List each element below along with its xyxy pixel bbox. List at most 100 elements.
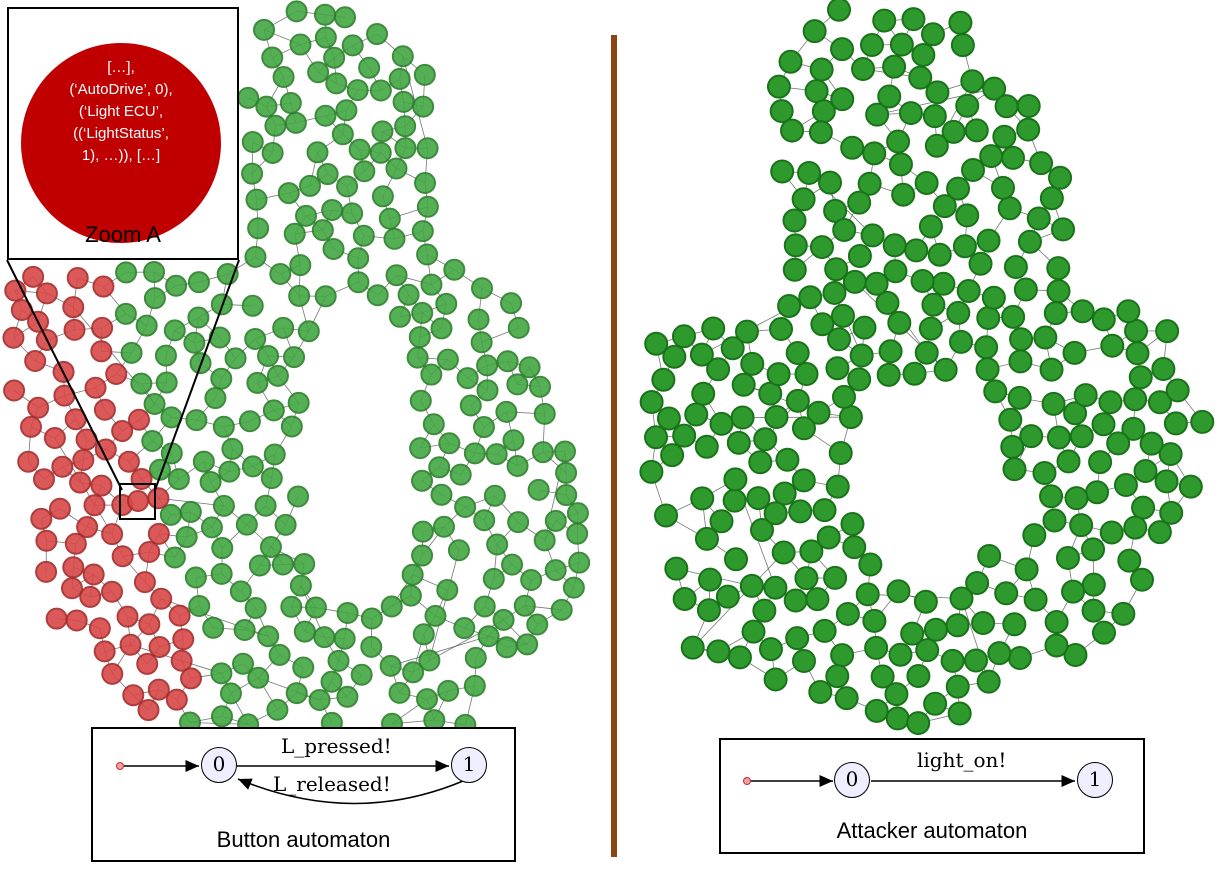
- state-node: [1046, 256, 1071, 281]
- highlighted-state-node: [138, 613, 161, 636]
- state-node: [247, 217, 270, 240]
- state-node: [1046, 279, 1071, 304]
- state-node: [379, 654, 402, 677]
- state-node: [878, 339, 903, 364]
- highlighted-state-node: [117, 450, 140, 473]
- state-node: [188, 595, 211, 618]
- state-node: [932, 194, 957, 219]
- state-node: [492, 608, 515, 631]
- state-node: [847, 244, 872, 269]
- state-node: [285, 682, 308, 705]
- state-node: [371, 120, 394, 143]
- state-node: [516, 633, 539, 656]
- state-node: [920, 22, 945, 47]
- state-node: [268, 643, 291, 666]
- state-node: [409, 389, 432, 412]
- highlighted-state-node: [3, 379, 26, 402]
- state-node: [798, 285, 823, 310]
- state-node: [1131, 495, 1156, 520]
- state-node: [408, 326, 431, 349]
- state-node: [1002, 457, 1027, 482]
- state-node: [918, 316, 943, 341]
- state-node: [1154, 469, 1179, 494]
- highlighted-state-node: [24, 349, 47, 372]
- state-node: [1151, 357, 1176, 382]
- highlighted-state-node: [76, 516, 99, 539]
- state-node: [842, 535, 867, 560]
- state-node: [507, 316, 530, 339]
- state-node: [470, 331, 493, 354]
- state-node: [232, 652, 255, 675]
- state-node: [438, 432, 461, 455]
- highlighted-state-node: [82, 563, 105, 586]
- state-node: [876, 362, 901, 387]
- state-node: [689, 342, 714, 367]
- highlighted-state-node: [35, 529, 58, 552]
- state-node: [992, 124, 1017, 149]
- highlighted-state-node: [172, 628, 195, 651]
- state-node: [976, 305, 1001, 330]
- highlighted-state-node: [136, 652, 159, 675]
- highlighted-state-node: [22, 265, 45, 288]
- state-node: [506, 454, 529, 477]
- state-node: [293, 620, 316, 643]
- state-node: [976, 669, 1001, 694]
- state-node: [411, 544, 434, 567]
- state-node: [562, 576, 585, 599]
- state-node: [831, 384, 856, 409]
- highlighted-state-node: [170, 649, 193, 672]
- state-node: [495, 636, 518, 659]
- state-node: [715, 584, 740, 609]
- state-node: [1165, 378, 1190, 403]
- state-node: [864, 635, 889, 660]
- highlighted-state-node: [116, 605, 139, 628]
- state-node: [1019, 424, 1044, 449]
- state-node: [334, 6, 357, 29]
- state-node: [1008, 349, 1033, 374]
- state-node: [1123, 387, 1148, 412]
- state-node: [791, 649, 816, 674]
- state-node: [463, 442, 486, 465]
- state-node: [1000, 434, 1025, 459]
- state-node: [143, 287, 166, 310]
- state-node: [210, 705, 233, 728]
- state-node: [763, 501, 788, 526]
- highlighted-state-node: [148, 635, 171, 658]
- state-node: [331, 123, 354, 146]
- state-node: [1061, 579, 1086, 604]
- state-node: [664, 556, 689, 581]
- highlighted-state-node: [35, 282, 58, 305]
- state-node: [385, 264, 408, 287]
- state-node: [555, 461, 578, 484]
- state-node: [726, 430, 751, 455]
- state-node: [529, 375, 552, 398]
- highlighted-state-node: [111, 420, 134, 443]
- state-node: [346, 79, 369, 102]
- state-node: [283, 346, 306, 369]
- state-node: [506, 373, 529, 396]
- state-node: [963, 648, 988, 673]
- state-node: [241, 131, 264, 154]
- state-node: [772, 481, 797, 506]
- state-node: [430, 483, 453, 506]
- button-transition-pressed: L_pressed!: [281, 734, 392, 758]
- state-node: [411, 220, 434, 243]
- state-node: [114, 302, 137, 325]
- state-node: [1091, 307, 1116, 332]
- state-node: [531, 441, 554, 464]
- state-node: [825, 664, 850, 689]
- state-node: [918, 214, 943, 239]
- state-node: [830, 643, 855, 668]
- state-node: [435, 292, 458, 315]
- state-node: [864, 698, 889, 723]
- state-node: [740, 351, 765, 376]
- state-node: [1121, 416, 1146, 441]
- state-node: [1106, 431, 1131, 456]
- state-node: [888, 642, 913, 667]
- state-node: [1081, 572, 1106, 597]
- state-node: [828, 441, 853, 466]
- button-automaton-panel: 0 1 L_pressed! L_released! Button automa…: [91, 727, 516, 862]
- state-node: [1147, 390, 1172, 415]
- state-node: [482, 567, 505, 590]
- state-node: [187, 306, 210, 329]
